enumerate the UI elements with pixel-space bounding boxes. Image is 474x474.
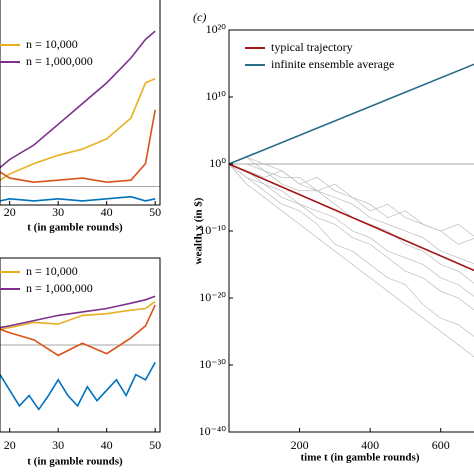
- legend-label: infinite ensemble average: [271, 57, 394, 71]
- trajectory: [228, 163, 474, 358]
- x-tick-label: 50: [149, 438, 161, 452]
- trajectory: [228, 163, 474, 338]
- trajectory: [228, 156, 474, 265]
- series-line: [0, 304, 156, 357]
- y-tick-label: 10⁰: [209, 156, 226, 170]
- x-tick-label: 50: [149, 205, 161, 219]
- series-line: [228, 163, 474, 272]
- panel-label: (c): [193, 10, 206, 24]
- legend-label: n = 1,000,000: [26, 54, 93, 68]
- x-tick-label: 600: [432, 438, 450, 452]
- trajectory: [228, 163, 474, 297]
- series-line: [0, 300, 156, 331]
- series-line: [0, 362, 156, 411]
- series-line: [0, 195, 156, 202]
- x-tick-label: 40: [101, 205, 113, 219]
- series-line: [0, 295, 156, 329]
- legend-label: typical trajectory: [271, 40, 353, 54]
- x-axis-label: t (in gamble rounds): [27, 456, 123, 468]
- plot-frame: [0, 257, 161, 433]
- trajectory: [228, 163, 474, 311]
- trajectory: [228, 163, 474, 237]
- legend-label: n = 10,000: [26, 264, 78, 278]
- y-tick-label: 10¹⁰: [206, 89, 227, 103]
- trajectory: [228, 156, 474, 245]
- x-tick-label: 400: [361, 438, 379, 452]
- series-line: [0, 77, 156, 181]
- legend-label: n = 10,000: [26, 37, 78, 51]
- legend-label: n = 1,000,000: [26, 281, 93, 295]
- trajectory: [229, 163, 474, 284]
- x-tick-label: 20: [4, 438, 16, 452]
- x-tick-label: 20: [4, 205, 16, 219]
- series-line: [0, 109, 156, 184]
- y-axis-label: wealth x (in $): [193, 197, 205, 264]
- y-tick-label: 10⁻⁴⁰: [199, 424, 227, 438]
- y-tick-label: 10²⁰: [206, 22, 227, 36]
- x-tick-label: 40: [101, 438, 113, 452]
- x-tick-label: 30: [52, 438, 64, 452]
- x-tick-label: 30: [52, 205, 64, 219]
- y-tick-label: 10⁻³⁰: [199, 357, 226, 371]
- x-tick-label: 200: [291, 438, 309, 452]
- y-tick-label: 10⁻¹⁰: [199, 223, 226, 237]
- plot-frame: [0, 0, 161, 206]
- x-axis-label: t (in gamble rounds): [27, 222, 123, 234]
- series-line: [0, 30, 156, 169]
- x-axis-label: time t (in gamble rounds): [301, 452, 420, 464]
- series-line: [228, 63, 474, 165]
- plot-frame: [228, 29, 474, 433]
- y-tick-label: 10⁻²⁰: [199, 290, 226, 304]
